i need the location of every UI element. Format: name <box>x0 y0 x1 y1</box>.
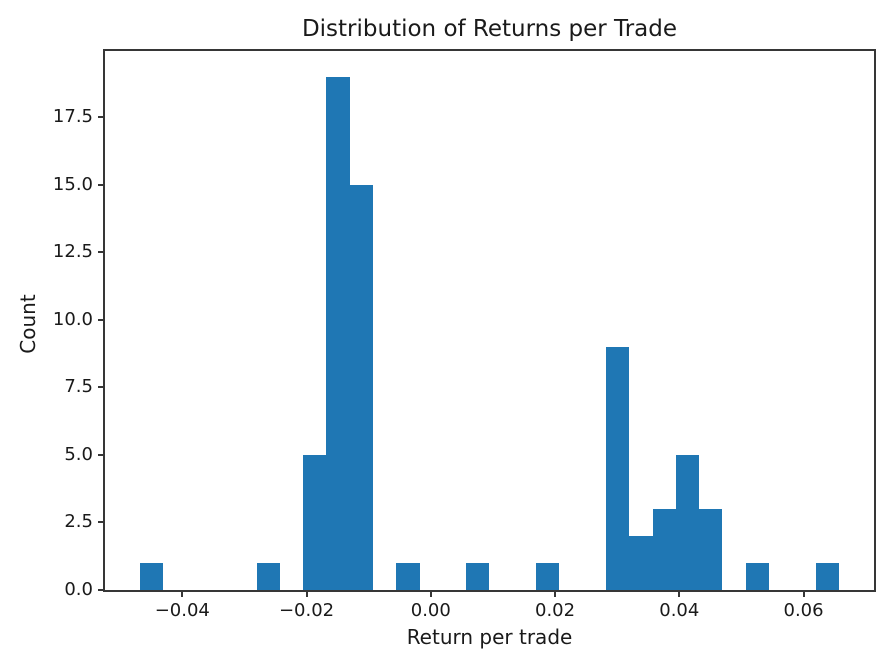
x-tick-label: 0.04 <box>659 600 700 621</box>
x-tick-mark <box>429 592 432 597</box>
x-tick-label: 0.02 <box>534 600 576 621</box>
x-tick-label: −0.04 <box>154 600 210 621</box>
y-tick-label: 15.0 <box>52 173 93 195</box>
y-tick-label: 12.5 <box>52 241 93 263</box>
chart-title: Distribution of Returns per Trade <box>301 16 678 42</box>
y-axis-label: Count <box>16 294 40 354</box>
y-tick-label: 7.5 <box>64 376 93 398</box>
y-tick-label: 5.0 <box>64 443 93 465</box>
y-tick-label: 0.0 <box>64 579 93 600</box>
y-tick-label: 17.5 <box>52 106 93 128</box>
y-tick-label: 2.5 <box>64 511 93 533</box>
x-tick-mark <box>554 592 557 597</box>
x-tick-label: 0.06 <box>783 600 824 621</box>
x-tick-mark <box>678 592 681 597</box>
x-axis-label: Return per trade <box>406 625 573 649</box>
x-tick-mark <box>181 592 184 597</box>
x-tick-label: −0.02 <box>278 600 335 621</box>
x-tick-mark <box>802 592 805 597</box>
x-tick-mark <box>305 592 308 597</box>
plot-area <box>103 49 876 592</box>
x-tick-label: 0.00 <box>410 600 451 621</box>
